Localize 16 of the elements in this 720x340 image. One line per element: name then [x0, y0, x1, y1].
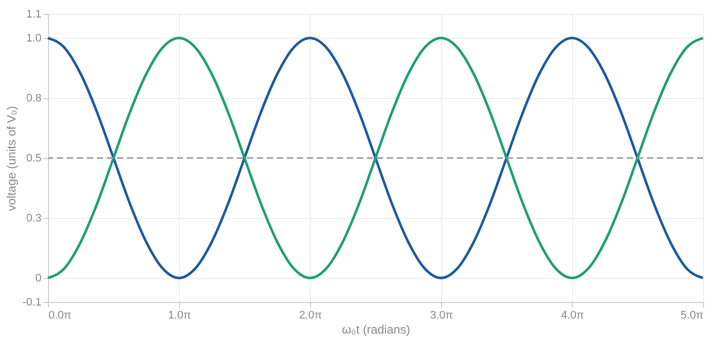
- y-tick-label: -0.1: [22, 296, 42, 308]
- y-axis-title: voltage (units of V₀): [4, 106, 19, 212]
- line-series: [46, 36, 704, 280]
- x-tick-label: 5.0π: [680, 310, 704, 322]
- y-tick-label: 0.3: [26, 212, 42, 224]
- y-tick-label: 0.5: [26, 152, 42, 164]
- y-tick-label: 1.0: [26, 32, 42, 44]
- x-axis-title: ω₀t (radians): [342, 322, 410, 336]
- x-tick-label: 0.0π: [48, 310, 72, 322]
- x-tick-label: 3.0π: [430, 310, 454, 322]
- y-tick-label: 0: [35, 272, 42, 284]
- x-tick-label: 2.0π: [299, 310, 322, 322]
- y-tick-label: 0.8: [26, 92, 42, 104]
- x-tick-label: 4.0π: [561, 310, 584, 322]
- y-tick-label: 1.1: [26, 8, 42, 20]
- x-tick-label: 1.0π: [168, 310, 192, 322]
